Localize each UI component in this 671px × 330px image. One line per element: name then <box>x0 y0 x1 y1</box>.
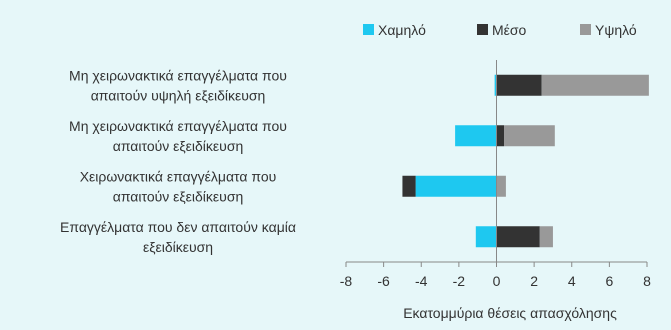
category-label-line: απαιτούν υψηλή εξειδίκευση <box>91 87 266 103</box>
category-label: Επαγγέλματα που δεν απαιτούν καμία εξειδί… <box>60 219 296 255</box>
x-axis: -8 -6 -4 -2 0 2 4 6 8 <box>340 60 651 289</box>
x-tick-label: -4 <box>415 273 428 289</box>
bar-segment <box>402 175 416 197</box>
legend-item: Χαμηλό <box>363 22 426 38</box>
category-label-line: Μη χειρωνακτικά επαγγέλματα που <box>69 67 287 83</box>
x-tick-label: -8 <box>340 273 353 289</box>
bar-segment <box>455 125 497 147</box>
bar-segment <box>494 74 497 96</box>
category-label-line: Μη χειρωνακτικά επαγγέλματα που <box>69 118 287 134</box>
x-tick-label: 6 <box>605 273 613 289</box>
bar-segment <box>504 125 555 147</box>
x-tick-label: -6 <box>377 273 390 289</box>
category-labels: Μη χειρωνακτικά επαγγέλματα που απαιτούν … <box>60 67 296 255</box>
x-tick-label: -2 <box>453 273 466 289</box>
legend-swatch <box>477 24 488 35</box>
x-tick-label: 8 <box>643 273 651 289</box>
bar-segment <box>415 175 497 197</box>
bars <box>402 74 649 248</box>
bar-segment <box>496 226 540 248</box>
bar-segment <box>539 226 553 248</box>
legend: Χαμηλό Μέσο Υψηλό <box>363 22 637 38</box>
legend-item: Μέσο <box>477 22 527 38</box>
category-label: Μη χειρωνακτικά επαγγέλματα που απαιτούν … <box>69 67 287 103</box>
x-tick-label: 4 <box>568 273 576 289</box>
legend-label: Μέσο <box>492 22 527 38</box>
category-label: Χειρωνακτικά επαγγέλματα που απαιτούν εξε… <box>80 168 277 204</box>
category-label: Μη χειρωνακτικά επαγγέλματα που απαιτούν … <box>69 118 287 154</box>
bar-segment <box>541 74 649 96</box>
bar-segment <box>496 175 506 197</box>
category-label-line: εξειδίκευση <box>143 239 213 255</box>
category-label-line: απαιτούν εξειδίκευση <box>113 138 244 154</box>
category-label-line: Χειρωνακτικά επαγγέλματα που <box>80 168 277 184</box>
bar-segment <box>496 74 542 96</box>
category-label-line: Επαγγέλματα που δεν απαιτούν καμία <box>60 219 296 235</box>
x-tick-label: 2 <box>530 273 538 289</box>
x-axis-title: Εκατομμύρια θέσεις απασχόλησης <box>403 305 617 321</box>
category-label-line: απαιτούν εξειδίκευση <box>113 188 244 204</box>
bar-segment <box>496 125 505 147</box>
legend-swatch <box>580 24 591 35</box>
legend-label: Χαμηλό <box>378 22 426 38</box>
legend-item: Υψηλό <box>580 22 637 38</box>
bar-segment <box>475 226 497 248</box>
legend-swatch <box>363 24 374 35</box>
x-tick-label: 0 <box>493 273 501 289</box>
legend-label: Υψηλό <box>595 22 637 38</box>
